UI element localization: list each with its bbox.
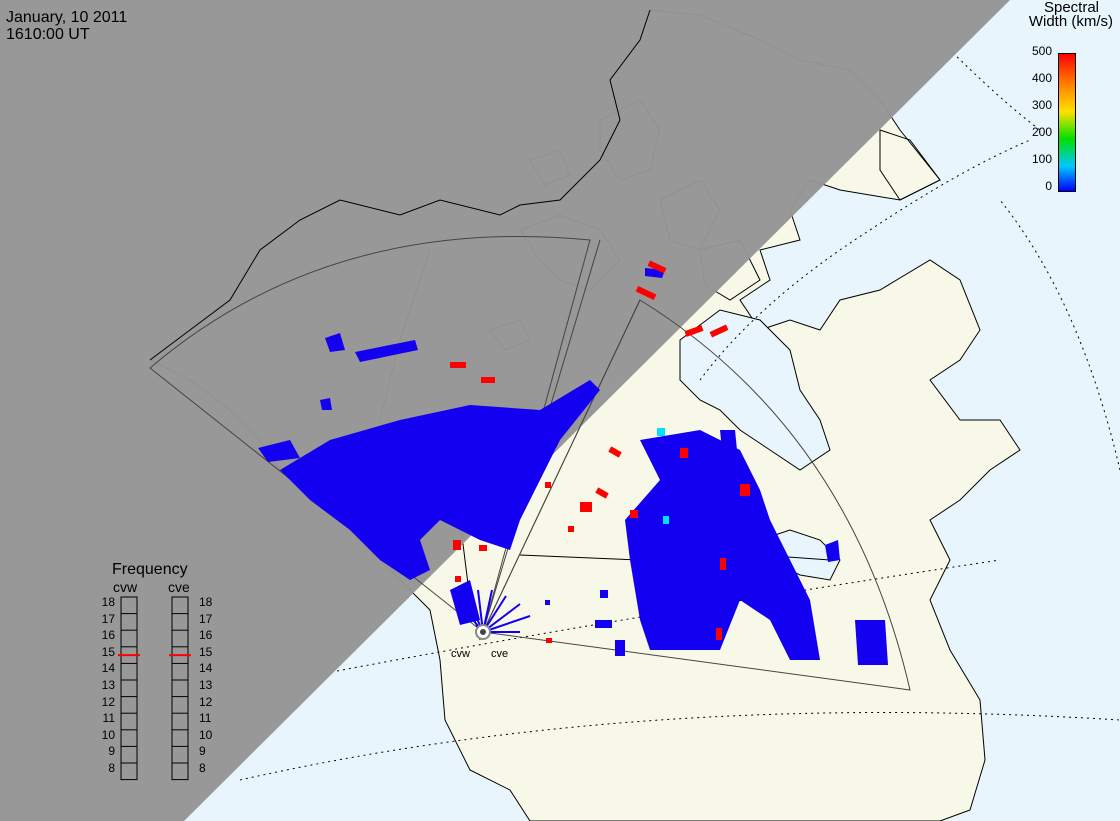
colorbar-tick-100: 100 (1031, 152, 1052, 166)
time-label: 1610:00 UT (6, 26, 90, 43)
frequency-scale-label-left: 18 (101, 595, 115, 609)
frequency-scale-label-left: 17 (101, 611, 115, 626)
colorbar-title-line2: Width (km/s) (1028, 13, 1113, 30)
frequency-box-cve (171, 596, 189, 781)
frequency-scale-label-right: 17 (199, 611, 213, 626)
frequency-radar-cvw: cvw (113, 579, 138, 595)
hudson-bay (679, 309, 831, 471)
frequency-scale-label-right: 16 (199, 628, 213, 643)
echoes-low-width (258, 268, 888, 665)
radar-fov-outline-east (482, 299, 911, 691)
frequency-scale-label-left: 11 (102, 711, 115, 726)
frequency-radar-cve: cve (168, 579, 190, 595)
frequency-scale-label-right: 14 (199, 661, 213, 676)
latitude-grid (239, 39, 1120, 781)
frequency-scale-label-right: 12 (199, 694, 213, 709)
echoes-high-width (450, 260, 750, 643)
colorbar-tick-400: 400 (1031, 71, 1052, 85)
frequency-box-cvw (120, 596, 138, 781)
night-coastline (149, 9, 651, 361)
frequency-scale-label-right: 10 (199, 727, 213, 742)
frequency-scale-label-left: 8 (108, 761, 115, 775)
frequency-scale-label-left: 16 (101, 628, 115, 643)
colorbar-tick-0: 0 (1045, 179, 1052, 193)
colorbar-gradient (1058, 53, 1076, 192)
frequency-scale-label-right: 13 (199, 678, 213, 692)
fov-beam-edge-2 (482, 299, 641, 633)
radar-site-center (480, 629, 486, 635)
colorbar-tick-200: 200 (1031, 125, 1052, 139)
frequency-scale-label-right: 18 (199, 595, 213, 609)
site-label-cve: cve (491, 648, 509, 660)
radar-fov-outline (149, 236, 591, 633)
frequency-scale-label-right: 9 (199, 744, 206, 759)
colorbar-tick-300: 300 (1031, 98, 1052, 112)
frequency-scale-label-left: 10 (101, 727, 115, 742)
frequency-title: Frequency (112, 561, 188, 578)
colorbar-tick-500: 500 (1031, 44, 1052, 58)
colorbar-title-line1: Spectral (1043, 0, 1099, 16)
frequency-scale-label-left: 9 (108, 744, 115, 759)
date-label: January, 10 2011 (6, 9, 128, 26)
site-label-cvw: cvw (451, 648, 470, 660)
frequency-scale-label-right: 11 (199, 711, 212, 726)
frequency-scale-label-left: 14 (101, 661, 115, 676)
frequency-scale-label-left: 15 (101, 644, 115, 659)
frequency-scale-label-left: 13 (101, 678, 115, 692)
frequency-scale-label-right: 8 (199, 761, 206, 775)
frequency-scale-label-right: 15 (199, 644, 213, 659)
echoes-mid-width (657, 428, 669, 524)
frequency-scale-label-left: 12 (101, 694, 115, 709)
